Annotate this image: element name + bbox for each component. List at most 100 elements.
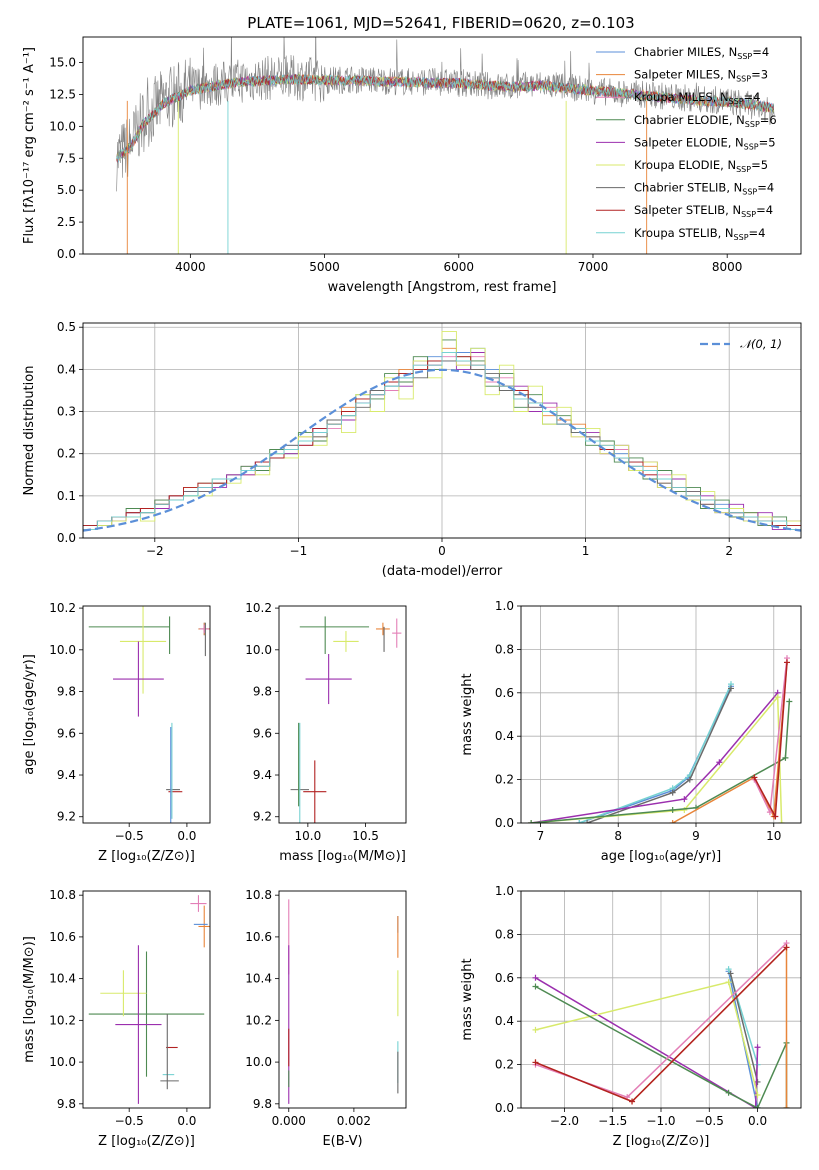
y-tick-label: 12.5 — [49, 87, 76, 101]
legend-text: Salpeter MILES, N — [634, 68, 736, 82]
x-tick-label: 7 — [537, 829, 545, 843]
model-spectrum-salpeter_stelib — [116, 74, 774, 163]
weight-marker — [528, 820, 535, 823]
x-tick-label: 10.5 — [352, 829, 379, 843]
y-tick-label: 10.0 — [245, 643, 272, 657]
y-tick-label: 9.4 — [253, 768, 272, 782]
legend-sub: SSP — [734, 233, 749, 242]
y-tick-label: 9.6 — [57, 726, 76, 740]
x-tick-label: 7000 — [578, 260, 609, 274]
x-tick-label: −1.5 — [598, 1114, 627, 1128]
weight-marker — [754, 1105, 761, 1108]
x-axis-label: E(B-V) — [322, 1134, 362, 1149]
weight-lines — [528, 655, 793, 823]
x-tick-label: 0.000 — [272, 1114, 306, 1128]
x-tick-label: 5000 — [309, 260, 340, 274]
weight-line-chabrier_stelib — [729, 973, 759, 1083]
y-tick-label: 9.8 — [57, 685, 76, 699]
y-axis-label: mass weight — [460, 958, 475, 1040]
figure-title: PLATE=1061, MJD=52641, FIBERID=0620, z=0… — [247, 14, 634, 32]
weight-marker — [772, 813, 779, 820]
y-tick-label: 10.2 — [245, 601, 272, 615]
y-tick-label: 10.0 — [49, 119, 76, 133]
legend-label: Chabrier MILES, NSSP=4 — [634, 45, 769, 61]
y-tick-label: 0.8 — [495, 927, 514, 941]
y-tick-label: 0.6 — [495, 971, 514, 985]
y-tick-label: 0.8 — [495, 642, 514, 656]
y-tick-label: 1.0 — [495, 599, 514, 613]
x-tick-label: −0.5 — [695, 1114, 724, 1128]
legend-text: Salpeter ELODIE, N — [634, 135, 744, 149]
legend-value: =4 — [756, 203, 773, 217]
panel-weight_vs_Z: −2.0 −1.5 −1.0 −0.5 0.0 0.0 0.2 0.4 0.6 0.8 1.0 Z [… — [460, 884, 802, 1149]
y-tick-label: 0.0 — [57, 531, 76, 545]
axes-frame — [278, 890, 407, 1109]
legend-value: =4 — [749, 226, 766, 240]
weight-marker — [752, 1105, 759, 1108]
legend-value: =5 — [751, 158, 768, 172]
axes-frame — [278, 605, 407, 824]
y-tick-label: 9.8 — [253, 685, 272, 699]
weight-marker — [784, 659, 790, 666]
histograms — [83, 330, 801, 538]
weight-marker — [774, 694, 781, 701]
y-tick-label: 2.5 — [57, 215, 76, 229]
y-tick-label: 10.0 — [245, 1055, 272, 1069]
weight-marker — [532, 1059, 539, 1066]
y-tick-label: 9.6 — [253, 726, 272, 740]
weight-marker — [576, 820, 583, 823]
y-tick-label: 0.4 — [57, 362, 76, 376]
weight-marker — [725, 1089, 732, 1096]
error-bars — [288, 899, 399, 1104]
y-tick-label: 0.3 — [57, 405, 76, 419]
x-tick-label: 6000 — [444, 260, 475, 274]
legend-text: Chabrier MILES, N — [634, 45, 737, 59]
x-tick-label: 8000 — [712, 260, 743, 274]
x-tick-label: 0.0 — [177, 829, 196, 843]
x-tick-label: 0 — [438, 544, 446, 558]
error-bars — [88, 895, 210, 1104]
y-axis-label: age [log₁₀(age/yr)] — [22, 654, 37, 775]
weight-marker — [725, 979, 732, 986]
legend-sub: SSP — [737, 52, 752, 61]
weight-marker — [629, 1098, 636, 1105]
y-tick-label: 15.0 — [49, 56, 76, 70]
x-axis-label: Z [log₁₀(Z/Z⊙)] — [98, 1134, 195, 1149]
weight-marker — [754, 1078, 761, 1085]
legend-sub: SSP — [736, 75, 751, 84]
x-tick-label: 10 — [766, 829, 781, 843]
y-tick-label: 0.2 — [495, 1058, 514, 1072]
legend-value: =4 — [757, 181, 774, 195]
weight-marker — [782, 754, 789, 761]
legend-label: Kroupa MILES, NSSP=4 — [634, 90, 760, 106]
x-tick-label: 9 — [692, 829, 700, 843]
weight-marker — [584, 820, 591, 823]
weight-marker — [716, 759, 723, 766]
y-tick-label: 0.2 — [495, 773, 514, 787]
legend-sub: SSP — [744, 142, 759, 151]
panel-spectrum: 4000 5000 6000 7000 8000 0.0 2.5 5.0 7.5 10.0 12.5… — [22, 36, 802, 295]
legend-text: Kroupa STELIB, N — [634, 226, 734, 240]
model-spectrum-kroupa_stelib — [116, 73, 774, 163]
y-tick-label: 0.4 — [495, 1014, 514, 1028]
legend-label: Salpeter MILES, NSSP=3 — [634, 68, 768, 84]
y-tick-label: 0.0 — [495, 1101, 514, 1115]
weight-marker — [766, 809, 773, 816]
y-tick-label: 10.2 — [49, 601, 76, 615]
weight-line-salpeter_elodie — [530, 692, 779, 823]
y-tick-label: 0.1 — [57, 489, 76, 503]
weight-marker — [532, 974, 539, 981]
legend-label: Chabrier STELIB, NSSP=4 — [634, 181, 774, 197]
y-tick-label: 9.8 — [253, 1097, 272, 1111]
y-tick-label: 9.4 — [57, 768, 76, 782]
legend-sub: SSP — [729, 97, 744, 106]
y-axis-label: mass [log₁₀(M/M⊙)] — [22, 936, 37, 1063]
legend-value: =6 — [760, 113, 777, 127]
legend-text: Kroupa MILES, N — [634, 90, 729, 104]
x-tick-label: −0.5 — [115, 1114, 144, 1128]
weight-line-salpeter_elodie — [535, 977, 759, 1108]
x-axis-label: Z [log₁₀(Z/Z⊙)] — [613, 1134, 710, 1149]
x-axis-label: (data-model)/error — [382, 564, 503, 579]
